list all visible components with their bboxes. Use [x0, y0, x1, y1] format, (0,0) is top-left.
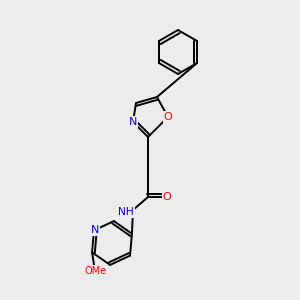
Text: NH: NH — [118, 207, 134, 217]
Text: O: O — [163, 192, 171, 202]
Text: O: O — [164, 112, 172, 122]
Text: N: N — [129, 117, 137, 127]
Text: N: N — [91, 225, 99, 236]
Text: OMe: OMe — [85, 266, 107, 276]
